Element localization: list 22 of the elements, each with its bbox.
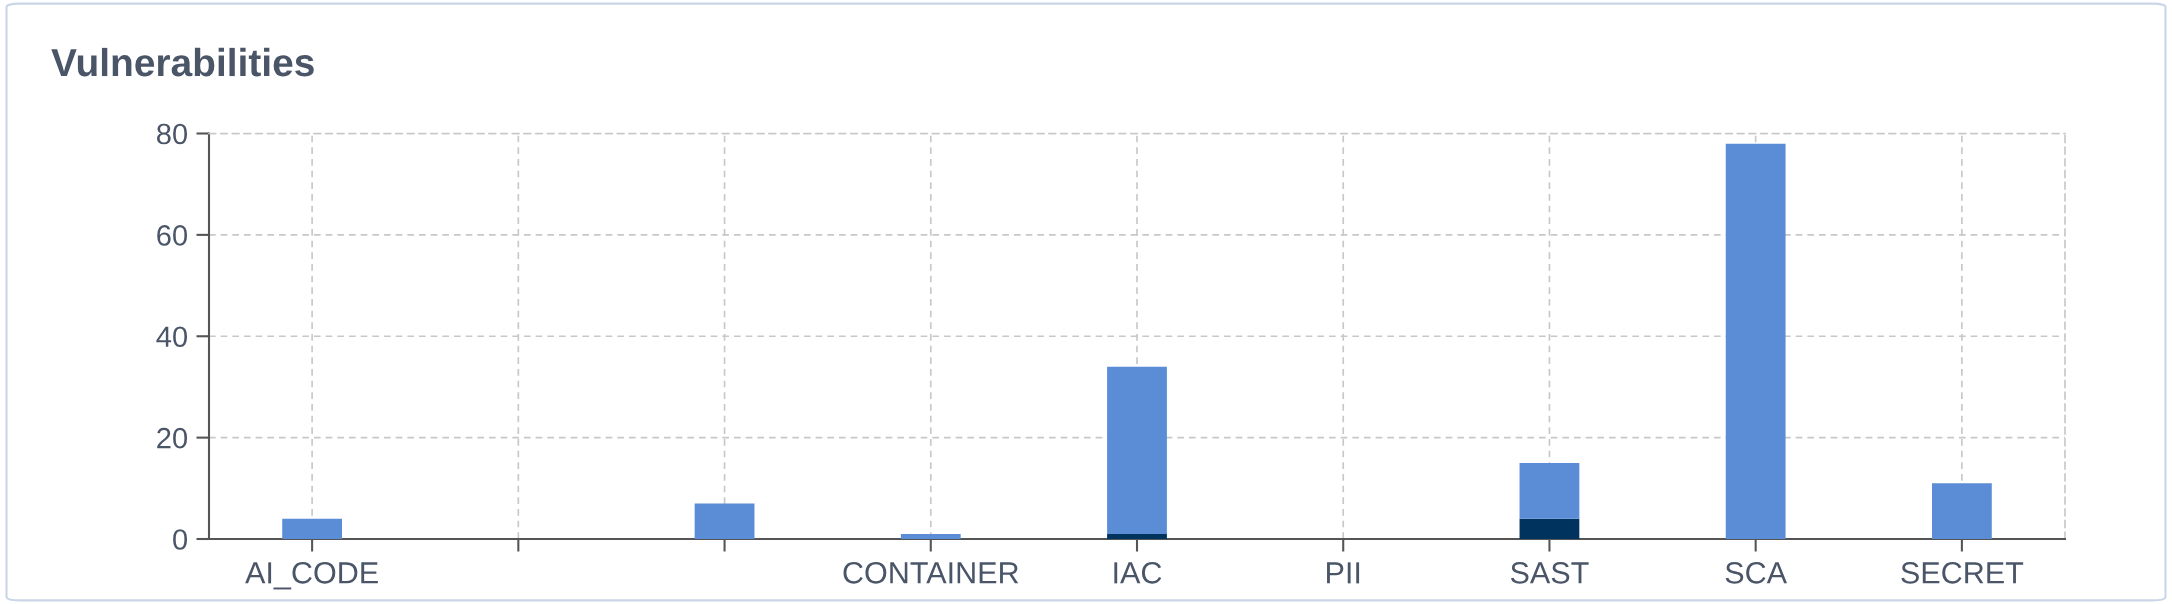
y-tick-label: 80: [156, 123, 188, 145]
y-tick-label: 60: [157, 225, 188, 246]
x-tick-label: CONTAINER: [843, 562, 1019, 584]
y-tick-label: 20: [157, 427, 188, 449]
bar: [1107, 533, 1167, 539]
chart-title: Vulnerabilities: [51, 47, 314, 77]
bar: [1931, 483, 1992, 539]
x-tick-label: SCA: [1725, 562, 1788, 584]
bar: [900, 533, 961, 539]
bar: [1519, 518, 1580, 539]
y-tick-label: 40: [156, 326, 188, 348]
x-tick-label: IAC: [1114, 562, 1162, 584]
bar: [282, 518, 343, 539]
bar: [1725, 143, 1786, 539]
bar: [1107, 366, 1167, 534]
y-tick-label: 0: [173, 529, 188, 550]
x-tick-label: PII: [1327, 562, 1360, 584]
x-tick-label: AI_CODE: [245, 562, 378, 590]
x-tick-label: SAST: [1510, 562, 1589, 584]
x-tick-label: SECRET: [1901, 562, 2024, 584]
bar: [694, 503, 755, 539]
bar: [1519, 462, 1580, 519]
